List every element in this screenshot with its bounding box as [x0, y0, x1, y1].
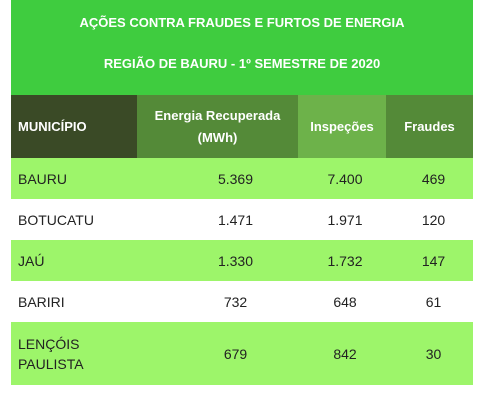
- cell-fraudes: 469: [386, 158, 473, 199]
- header-inspecoes: Inspeções: [298, 95, 386, 158]
- cell-inspecoes: 842: [298, 322, 386, 385]
- cell-inspecoes: 1.971: [298, 199, 386, 240]
- header-energia: Energia Recuperada (MWh): [137, 95, 298, 158]
- cell-inspecoes: 648: [298, 281, 386, 322]
- cell-energia: 1.471: [137, 199, 298, 240]
- cell-energia: 679: [137, 322, 298, 385]
- table-row: BAURU 5.369 7.400 469: [11, 158, 473, 199]
- cell-energia: 1.330: [137, 240, 298, 281]
- cell-inspecoes: 7.400: [298, 158, 386, 199]
- header-municipio: MUNICÍPIO: [11, 95, 137, 158]
- cell-inspecoes: 1.732: [298, 240, 386, 281]
- data-table: MUNICÍPIO Energia Recuperada (MWh) Inspe…: [11, 95, 473, 385]
- title-banner: AÇÕES CONTRA FRAUDES E FURTOS DE ENERGIA…: [11, 0, 473, 95]
- header-energia-line2: (MWh): [197, 129, 238, 145]
- cell-energia: 5.369: [137, 158, 298, 199]
- title-heading: AÇÕES CONTRA FRAUDES E FURTOS DE ENERGIA: [79, 15, 405, 30]
- cell-fraudes: 30: [386, 322, 473, 385]
- infographic-table: AÇÕES CONTRA FRAUDES E FURTOS DE ENERGIA…: [11, 0, 473, 385]
- cell-fraudes: 61: [386, 281, 473, 322]
- cell-municipio: LENÇÓIS PAULISTA: [11, 322, 137, 385]
- table-header-row: MUNICÍPIO Energia Recuperada (MWh) Inspe…: [11, 95, 473, 158]
- header-fraudes: Fraudes: [386, 95, 473, 158]
- table-row: BOTUCATU 1.471 1.971 120: [11, 199, 473, 240]
- table-row: BARIRI 732 648 61: [11, 281, 473, 322]
- cell-municipio: BAURU: [11, 158, 137, 199]
- cell-municipio: JAÚ: [11, 240, 137, 281]
- cell-municipio: BARIRI: [11, 281, 137, 322]
- cell-fraudes: 147: [386, 240, 473, 281]
- cell-fraudes: 120: [386, 199, 473, 240]
- cell-municipio: BOTUCATU: [11, 199, 137, 240]
- cell-energia: 732: [137, 281, 298, 322]
- title-subheading: REGIÃO DE BAURU - 1º SEMESTRE DE 2020: [103, 56, 381, 71]
- table-row: JAÚ 1.330 1.732 147: [11, 240, 473, 281]
- header-energia-line1: Energia Recuperada: [154, 107, 281, 123]
- table-row: LENÇÓIS PAULISTA 679 842 30: [11, 322, 473, 385]
